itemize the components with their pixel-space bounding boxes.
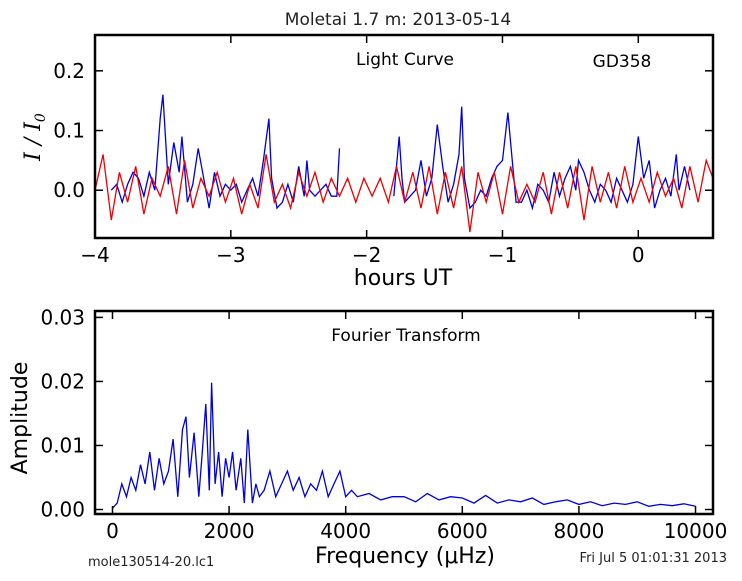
footer-filename: mole130514-20.lc1 <box>88 555 214 570</box>
footer-timestamp: Fri Jul 5 01:01:31 2013 <box>580 551 727 566</box>
y-tick-label: 0.00 <box>40 498 85 522</box>
x-tick-label: −1 <box>488 243 517 267</box>
x-tick-label: −2 <box>352 243 381 267</box>
y-tick-label: 0.01 <box>40 433 85 457</box>
x-tick-label: −3 <box>216 243 245 267</box>
fourier-series-0 <box>112 382 696 509</box>
light-curve-series-2 <box>95 154 713 233</box>
y-tick-label: 0.1 <box>53 119 85 143</box>
fourier-series-group <box>112 382 696 509</box>
fourier-ticks: 0 2000 4000 6000 8000 10000 0.00 0.01 0.02 0.03 <box>40 305 727 543</box>
y-tick-label: 0.0 <box>53 178 85 202</box>
light-curve-xlabel: hours UT <box>354 266 453 291</box>
x-tick-label: 6000 <box>437 519 488 543</box>
x-tick-label: 2000 <box>204 519 255 543</box>
light-curve-annotation: Light Curve <box>356 50 454 70</box>
x-tick-label: 0 <box>632 243 645 267</box>
y-tick-label: 0.2 <box>53 59 85 83</box>
figure-title: Moletai 1.7 m: 2013-05-14 <box>285 10 511 30</box>
light-curve-series-group <box>95 94 713 233</box>
light-curve-series-0 <box>110 94 341 210</box>
x-tick-label: 8000 <box>553 519 604 543</box>
fourier-ylabel: Amplitude <box>8 362 33 475</box>
light-curve-ticks: −4 −3 −2 −1 0 0.0 0.1 0.2 <box>53 35 713 267</box>
fourier-xlabel: Frequency (μHz) <box>315 544 495 569</box>
x-tick-label: 0 <box>106 519 119 543</box>
x-tick-label: 4000 <box>320 519 371 543</box>
fourier-frame <box>93 309 715 516</box>
y-tick-label: 0.02 <box>40 369 85 393</box>
fourier-annotation: Fourier Transform <box>331 326 480 346</box>
light-curve-panel: −4 −3 −2 −1 0 0.0 0.1 0.2 Light Curve GD358 hou… <box>21 33 715 291</box>
star-name-annotation: GD358 <box>593 52 652 72</box>
y-tick-label: 0.03 <box>40 305 85 329</box>
x-tick-label: −4 <box>80 243 109 267</box>
x-tick-label: 10000 <box>664 519 728 543</box>
light-curve-series-1 <box>393 106 691 211</box>
light-curve-ylabel: I / I0 <box>21 113 49 162</box>
light-curve-frame <box>93 33 715 240</box>
fourier-transform-panel: 0 2000 4000 6000 8000 10000 0.00 0.01 0.02 0.03 F… <box>8 305 727 569</box>
